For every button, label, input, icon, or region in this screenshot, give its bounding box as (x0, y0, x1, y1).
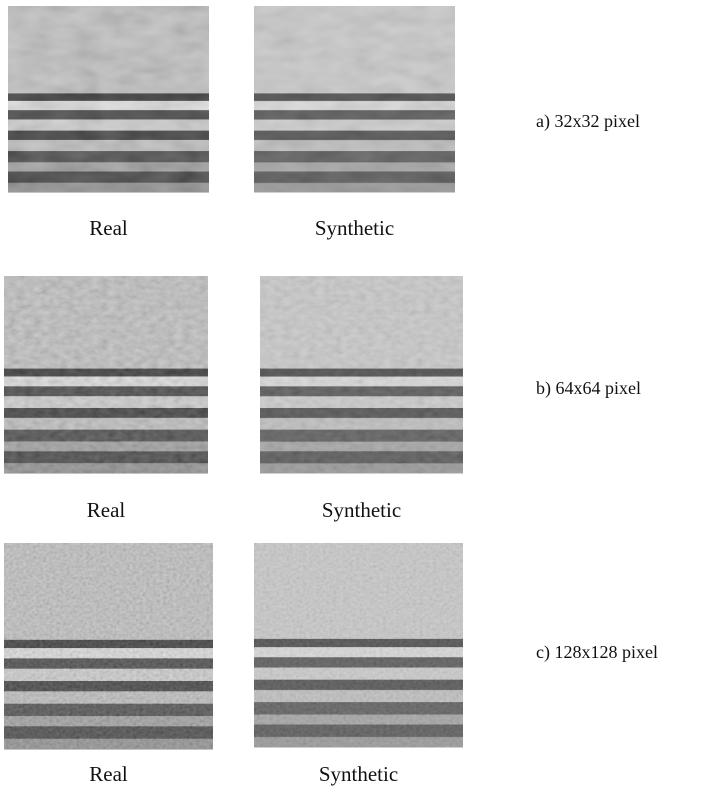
image-noise (8, 6, 209, 192)
image (254, 543, 463, 748)
image (260, 276, 463, 474)
real-label: Real (89, 216, 128, 240)
image-noise (4, 276, 208, 473)
real-label: Real (87, 498, 126, 522)
image-noise (254, 543, 463, 747)
caption: c) 128x128 pixel (536, 642, 658, 663)
caption: a) 32x32 pixel (536, 111, 640, 132)
caption: b) 64x64 pixel (536, 378, 641, 399)
image (4, 543, 213, 750)
image-noise (260, 276, 463, 473)
synthetic-label: Synthetic (315, 216, 394, 240)
image-noise (4, 543, 213, 749)
synthetic-label: Synthetic (319, 762, 398, 786)
image-noise (254, 6, 455, 192)
image (8, 6, 209, 193)
image (254, 6, 455, 193)
real-label: Real (89, 762, 128, 786)
synthetic-label: Synthetic (322, 498, 401, 522)
image (4, 276, 208, 474)
